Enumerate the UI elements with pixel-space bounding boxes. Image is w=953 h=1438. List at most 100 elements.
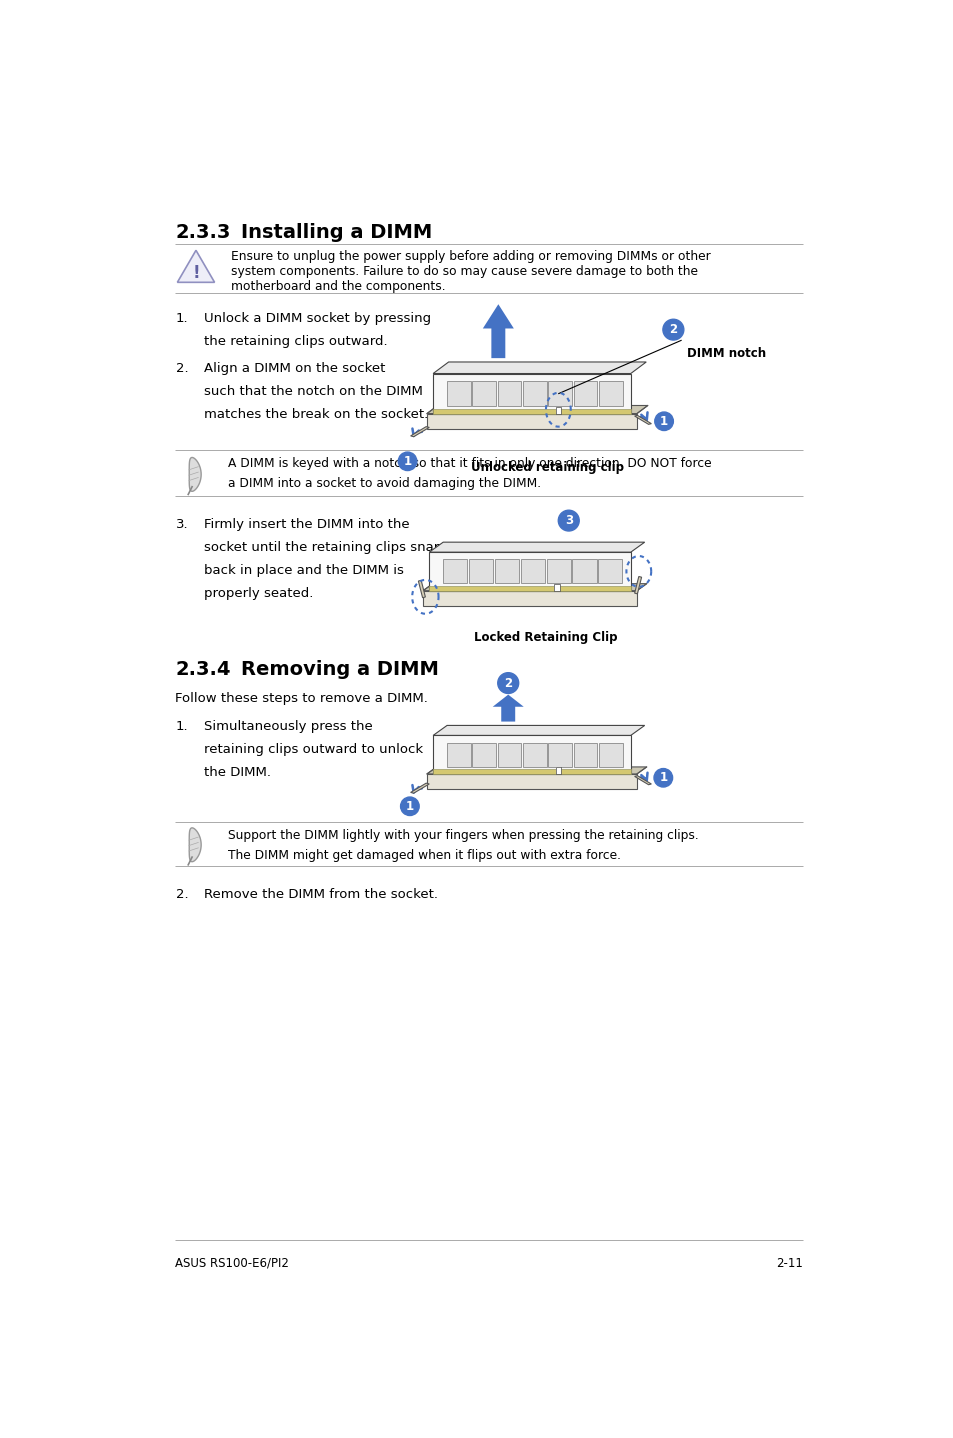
FancyBboxPatch shape <box>522 381 546 406</box>
Polygon shape <box>555 407 560 414</box>
Text: Follow these steps to remove a DIMM.: Follow these steps to remove a DIMM. <box>174 692 428 705</box>
Text: 2.: 2. <box>175 362 189 375</box>
Text: 1.: 1. <box>175 720 189 733</box>
FancyBboxPatch shape <box>429 587 630 591</box>
Polygon shape <box>410 784 429 794</box>
FancyBboxPatch shape <box>554 584 559 591</box>
FancyBboxPatch shape <box>469 559 493 584</box>
Text: 1: 1 <box>405 800 414 812</box>
Text: socket until the retaining clips snap: socket until the retaining clips snap <box>204 541 442 554</box>
Polygon shape <box>189 457 201 492</box>
Text: 1.: 1. <box>175 312 189 325</box>
Polygon shape <box>555 766 560 774</box>
Text: back in place and the DIMM is: back in place and the DIMM is <box>204 564 404 577</box>
Polygon shape <box>429 552 630 591</box>
Polygon shape <box>433 735 630 774</box>
FancyBboxPatch shape <box>548 381 572 406</box>
Text: Locked Retaining Clip: Locked Retaining Clip <box>474 631 617 644</box>
Text: 2.3.3: 2.3.3 <box>174 223 231 243</box>
Polygon shape <box>634 577 641 594</box>
Text: Unlock a DIMM socket by pressing: Unlock a DIMM socket by pressing <box>204 312 431 325</box>
Circle shape <box>397 452 416 470</box>
Circle shape <box>497 673 518 693</box>
Text: 2.: 2. <box>175 887 189 900</box>
FancyBboxPatch shape <box>555 407 560 414</box>
Text: properly seated.: properly seated. <box>204 587 314 600</box>
Polygon shape <box>189 828 201 861</box>
Text: The DIMM might get damaged when it flips out with extra force.: The DIMM might get damaged when it flips… <box>228 848 620 861</box>
Text: motherboard and the components.: motherboard and the components. <box>231 280 445 293</box>
Text: Installing a DIMM: Installing a DIMM <box>241 223 432 243</box>
Text: 3: 3 <box>564 515 572 528</box>
Text: Firmly insert the DIMM into the: Firmly insert the DIMM into the <box>204 518 410 531</box>
Polygon shape <box>427 406 647 414</box>
FancyBboxPatch shape <box>598 381 622 406</box>
Text: the DIMM.: the DIMM. <box>204 766 272 779</box>
Text: 2: 2 <box>503 676 512 690</box>
Text: DIMM notch: DIMM notch <box>686 347 765 360</box>
Text: matches the break on the socket.: matches the break on the socket. <box>204 408 428 421</box>
Text: 2-11: 2-11 <box>775 1257 802 1270</box>
Circle shape <box>654 768 672 787</box>
Text: 2.3.4: 2.3.4 <box>174 660 231 679</box>
FancyBboxPatch shape <box>472 381 496 406</box>
Text: a DIMM into a socket to avoid damaging the DIMM.: a DIMM into a socket to avoid damaging t… <box>228 477 540 490</box>
FancyBboxPatch shape <box>548 743 572 766</box>
Text: Simultaneously press the: Simultaneously press the <box>204 720 373 733</box>
FancyBboxPatch shape <box>433 769 630 774</box>
Text: Ensure to unplug the power supply before adding or removing DIMMs or other: Ensure to unplug the power supply before… <box>231 250 710 263</box>
Text: such that the notch on the DIMM: such that the notch on the DIMM <box>204 385 423 398</box>
Text: !: ! <box>192 263 199 282</box>
Text: 3.: 3. <box>175 518 189 531</box>
FancyBboxPatch shape <box>447 743 471 766</box>
Circle shape <box>558 510 578 531</box>
Polygon shape <box>433 374 630 414</box>
Polygon shape <box>433 725 644 735</box>
Text: system components. Failure to do so may cause severe damage to both the: system components. Failure to do so may … <box>231 265 697 278</box>
Text: 1: 1 <box>659 771 667 784</box>
Text: 2: 2 <box>669 324 677 336</box>
Polygon shape <box>634 416 651 424</box>
Circle shape <box>654 413 673 430</box>
Polygon shape <box>554 584 559 591</box>
Text: the retaining clips outward.: the retaining clips outward. <box>204 335 388 348</box>
FancyBboxPatch shape <box>497 743 521 766</box>
Polygon shape <box>482 305 514 358</box>
FancyBboxPatch shape <box>598 743 622 766</box>
Circle shape <box>662 319 683 339</box>
FancyBboxPatch shape <box>447 381 471 406</box>
Polygon shape <box>422 584 646 591</box>
Text: 1: 1 <box>403 454 411 467</box>
FancyBboxPatch shape <box>495 559 518 584</box>
Polygon shape <box>492 695 523 722</box>
Polygon shape <box>433 362 645 374</box>
Polygon shape <box>422 591 637 605</box>
Text: Removing a DIMM: Removing a DIMM <box>241 660 438 679</box>
FancyBboxPatch shape <box>520 559 544 584</box>
Text: Unlocked retaining clip: Unlocked retaining clip <box>471 462 623 475</box>
Polygon shape <box>429 542 644 552</box>
Polygon shape <box>177 250 214 282</box>
FancyBboxPatch shape <box>443 559 467 584</box>
FancyBboxPatch shape <box>573 743 597 766</box>
FancyBboxPatch shape <box>497 381 521 406</box>
Polygon shape <box>427 414 637 429</box>
Text: Remove the DIMM from the socket.: Remove the DIMM from the socket. <box>204 887 438 900</box>
FancyBboxPatch shape <box>555 766 560 774</box>
Circle shape <box>400 797 418 815</box>
Polygon shape <box>410 427 429 437</box>
Polygon shape <box>418 581 425 598</box>
Text: Support the DIMM lightly with your fingers when pressing the retaining clips.: Support the DIMM lightly with your finge… <box>228 830 698 843</box>
Text: retaining clips outward to unlock: retaining clips outward to unlock <box>204 743 423 756</box>
Text: A DIMM is keyed with a notch so that it fits in only one direction. DO NOT force: A DIMM is keyed with a notch so that it … <box>228 457 711 470</box>
FancyBboxPatch shape <box>472 743 496 766</box>
FancyBboxPatch shape <box>598 559 621 584</box>
Polygon shape <box>634 775 651 785</box>
Text: 1: 1 <box>659 414 667 427</box>
FancyBboxPatch shape <box>572 559 596 584</box>
Polygon shape <box>427 766 646 774</box>
FancyBboxPatch shape <box>522 743 546 766</box>
Text: ASUS RS100-E6/PI2: ASUS RS100-E6/PI2 <box>174 1257 289 1270</box>
FancyBboxPatch shape <box>573 381 597 406</box>
Text: Align a DIMM on the socket: Align a DIMM on the socket <box>204 362 385 375</box>
